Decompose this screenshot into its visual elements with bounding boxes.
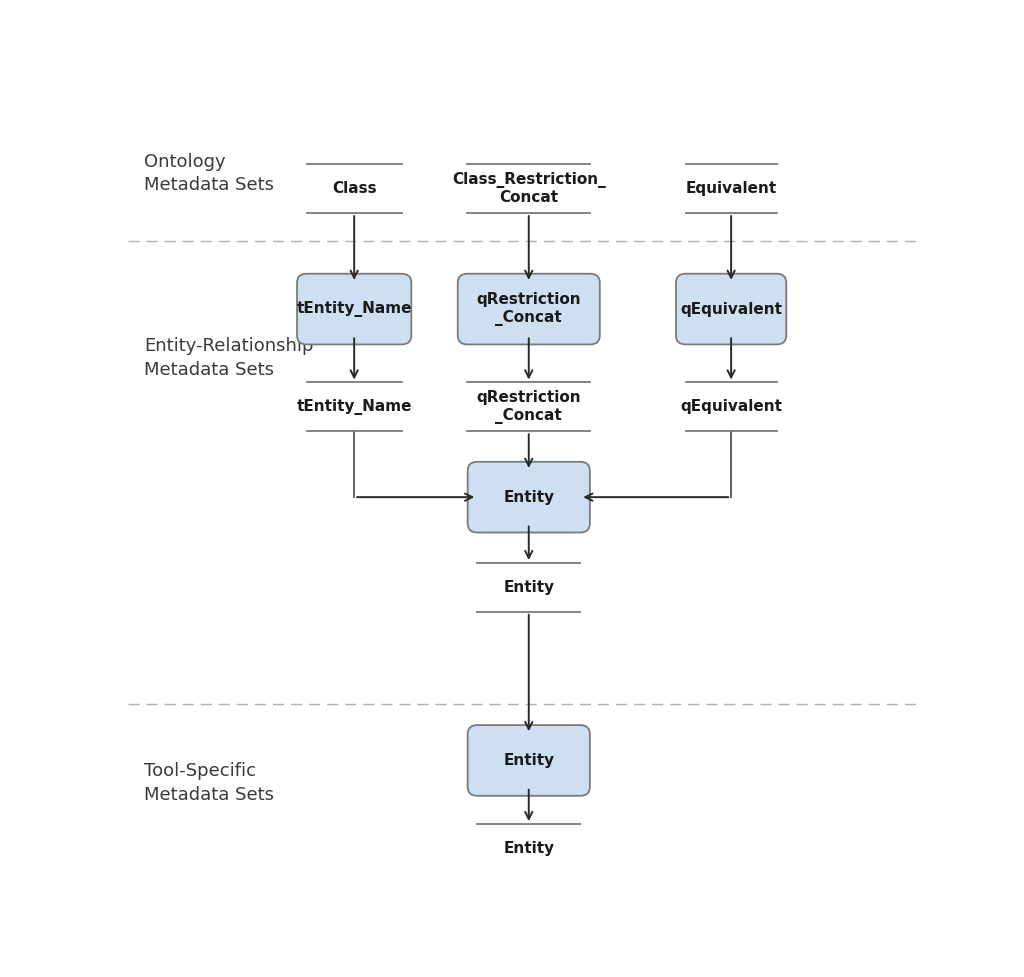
Text: Ontology
Metadata Sets: Ontology Metadata Sets: [143, 152, 273, 194]
Text: qRestriction
_Concat: qRestriction _Concat: [476, 292, 581, 325]
FancyBboxPatch shape: [468, 725, 590, 796]
Text: tEntity_Name: tEntity_Name: [296, 301, 412, 318]
Text: Entity: Entity: [503, 753, 554, 768]
Text: qEquivalent: qEquivalent: [680, 302, 782, 317]
Text: Entity: Entity: [503, 580, 554, 595]
Text: Equivalent: Equivalent: [685, 181, 777, 196]
Text: tEntity_Name: tEntity_Name: [296, 399, 412, 415]
FancyBboxPatch shape: [676, 274, 786, 345]
Text: Entity: Entity: [503, 841, 554, 856]
Text: qRestriction
_Concat: qRestriction _Concat: [476, 390, 581, 424]
FancyBboxPatch shape: [468, 462, 590, 532]
Text: Entity: Entity: [503, 489, 554, 505]
Text: Class: Class: [332, 181, 377, 196]
Text: Entity-Relationship
Metadata Sets: Entity-Relationship Metadata Sets: [143, 337, 313, 379]
Text: Class_Restriction_
Concat: Class_Restriction_ Concat: [452, 172, 605, 205]
FancyBboxPatch shape: [297, 274, 412, 345]
Text: qEquivalent: qEquivalent: [680, 400, 782, 414]
FancyBboxPatch shape: [458, 274, 600, 345]
Text: Tool-Specific
Metadata Sets: Tool-Specific Metadata Sets: [143, 762, 273, 804]
